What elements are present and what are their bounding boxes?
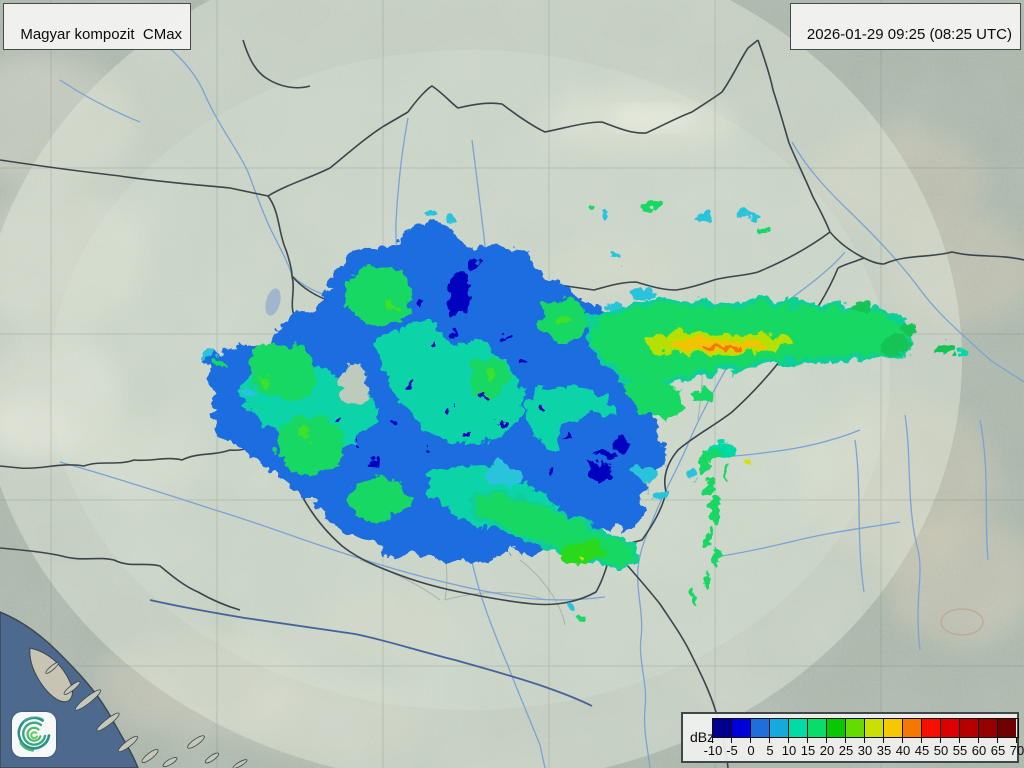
legend-unit-label: dBz: [690, 729, 715, 745]
legend-tick: [978, 738, 979, 743]
legend-tick: [883, 738, 884, 743]
legend-tick-label: 15: [800, 743, 816, 758]
legend-tick-labels: -10 -5 0 5 10 15 20 25 30 35 40 45 50 55 60 65 70: [704, 743, 1024, 759]
spiral-logo-icon: [17, 716, 51, 752]
reflectivity-legend: dBz -10 -5 0 5 10 15 20 25 30 35 40 45 50 55 60 65 70: [681, 712, 1024, 763]
legend-tick: [864, 738, 865, 743]
legend-tick: [940, 738, 941, 743]
legend-tick: [845, 738, 846, 743]
legend-cell: [827, 719, 846, 737]
legend-cell: [941, 719, 960, 737]
legend-cells: [712, 718, 1019, 738]
legend-tick-label: -10: [703, 743, 723, 758]
legend-cell: [751, 719, 770, 737]
legend-cell: [770, 719, 789, 737]
legend-cell: [998, 719, 1016, 737]
legend-ticks: [712, 738, 1018, 743]
legend-tick: [902, 738, 903, 743]
lake-neusiedl: [265, 288, 281, 316]
legend-cell: [903, 719, 922, 737]
product-title-box: Magyar kompozit CMax: [3, 3, 192, 50]
legend-tick-label: 65: [990, 743, 1006, 758]
legend-tick: [826, 738, 827, 743]
legend-tick-label: 20: [819, 743, 835, 758]
legend-cell: [922, 719, 941, 737]
legend-tick-label: -5: [726, 743, 738, 758]
timestamp-box: 2026-01-29 09:25 (08:25 UTC): [789, 3, 1021, 50]
legend-tick: [750, 738, 751, 743]
legend-tick: [712, 738, 713, 743]
legend-tick: [997, 738, 998, 743]
radar-echo-layer: [197, 197, 966, 616]
legend-tick: [807, 738, 808, 743]
product-title: Magyar kompozit CMax: [20, 25, 183, 43]
legend-tick-label: 30: [857, 743, 873, 758]
weather-service-spiral-logo: [12, 712, 56, 757]
legend-cell: [713, 719, 732, 737]
legend-tick-label: 0: [747, 743, 755, 758]
legend-tick: [1016, 738, 1017, 743]
country-borders: [0, 39, 1024, 768]
legend-cell: [846, 719, 865, 737]
legend-tick: [959, 738, 960, 743]
legend-scale: -10 -5 0 5 10 15 20 25 30 35 40 45 50 55 60 65 70: [704, 718, 1024, 762]
legend-tick-label: 40: [895, 743, 911, 758]
legend-tick-label: 5: [766, 743, 774, 758]
city-boundary-ring: [940, 608, 984, 636]
legend-cell: [979, 719, 998, 737]
legend-cell: [808, 719, 827, 737]
legend-tick-label: 10: [781, 743, 797, 758]
legend-cell: [789, 719, 808, 737]
legend-tick-label: 70: [1009, 743, 1024, 758]
legend-cell: [960, 719, 979, 737]
legend-tick: [788, 738, 789, 743]
legend-cell: [732, 719, 751, 737]
legend-cell: [884, 719, 903, 737]
legend-tick-label: 55: [952, 743, 968, 758]
legend-tick: [921, 738, 922, 743]
timestamp-label: 2026-01-29 09:25 (08:25 UTC): [806, 25, 1012, 43]
legend-tick-label: 25: [838, 743, 854, 758]
legend-tick: [769, 738, 770, 743]
legend-tick-label: 35: [876, 743, 892, 758]
legend-tick: [731, 738, 732, 743]
legend-cell: [865, 719, 884, 737]
legend-tick-label: 50: [933, 743, 949, 758]
legend-tick-label: 60: [971, 743, 987, 758]
river-sava: [149, 599, 593, 707]
legend-tick-label: 45: [914, 743, 930, 758]
